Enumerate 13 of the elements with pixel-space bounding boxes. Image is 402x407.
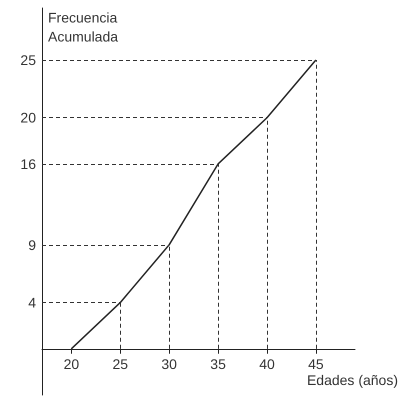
y-tick-label: 16 <box>20 156 36 172</box>
y-tick-label: 4 <box>28 294 36 311</box>
y-axis-title: Frecuencia Acumulada <box>48 10 118 44</box>
x-tick-label: 40 <box>259 356 275 372</box>
x-tick-label: 35 <box>210 356 226 372</box>
y-tick-label: 20 <box>20 110 36 126</box>
x-tick-label: 45 <box>308 356 324 372</box>
y-tick-label: 25 <box>20 52 36 68</box>
x-tick-label: 20 <box>64 356 80 372</box>
x-axis-title: Edades (años) <box>306 372 398 388</box>
x-tick-label: 30 <box>161 356 178 372</box>
y-tick-label: 9 <box>28 236 36 253</box>
x-tick-label: 25 <box>112 356 128 372</box>
